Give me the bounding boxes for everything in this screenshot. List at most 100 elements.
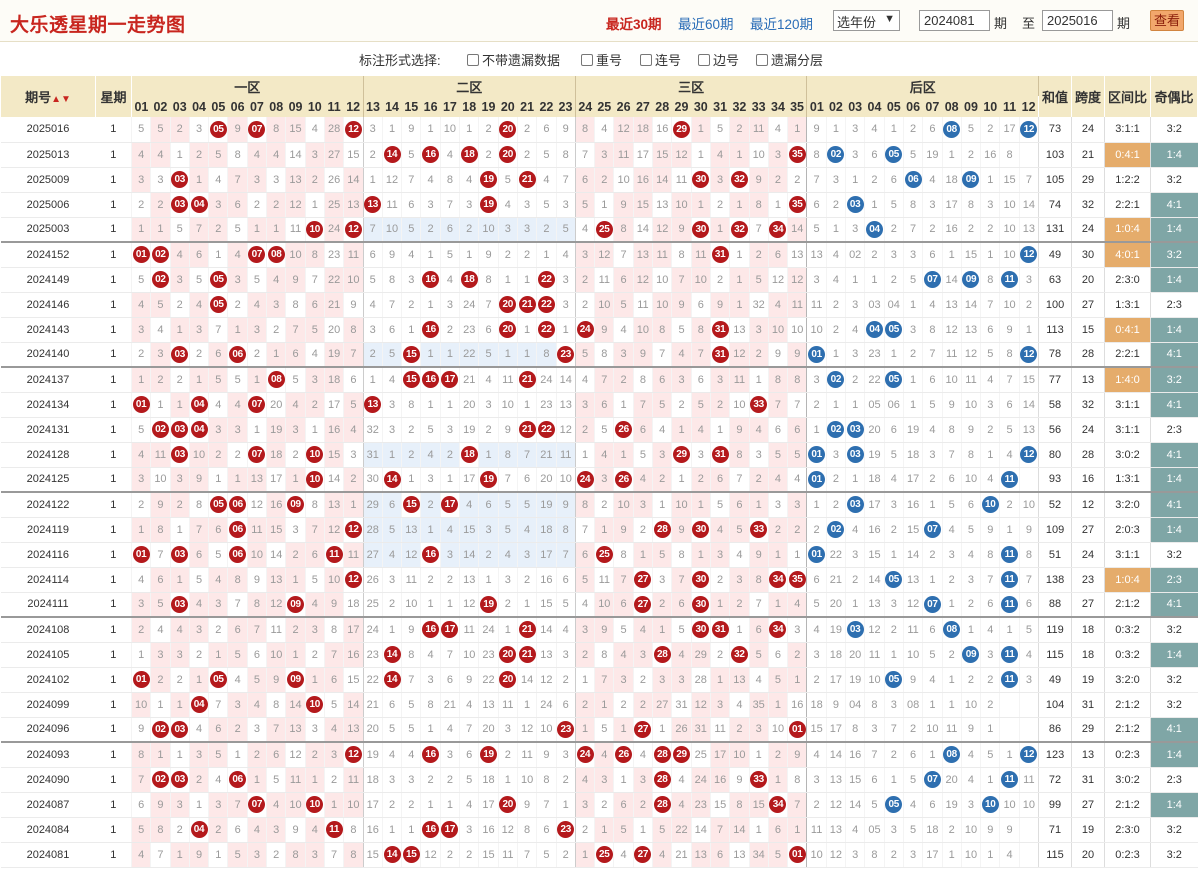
drawn-front-ball: 19 (480, 470, 497, 488)
checkbox[interactable] (640, 54, 652, 66)
number-cell: 8 (729, 792, 750, 818)
number-cell: 4 (150, 317, 171, 343)
number-cell: 1 (227, 317, 248, 343)
back-number-cell: 3 (883, 592, 904, 618)
option-omission-layer[interactable]: 遗漏分层 (756, 50, 823, 69)
sort-icon[interactable]: ▲▼ (51, 94, 71, 105)
number-cell: 5 (208, 366, 228, 393)
year-select[interactable]: 选年份 ▼ (833, 10, 900, 31)
drawn-front-ball: 31 (711, 446, 729, 463)
number-cell: 3 (246, 842, 267, 868)
back-number-cell: 19 (902, 417, 923, 443)
span-cell: 24 (1071, 117, 1105, 143)
number-cell: 6 (227, 817, 248, 843)
number-cell: 2 (169, 667, 190, 693)
number-cell: 3 (516, 542, 537, 568)
number-cell: 2 (478, 542, 499, 568)
drawn-front-ball: 06 (229, 546, 247, 563)
back-number-cell: 3 (980, 642, 1000, 668)
period-label: 期 (1117, 16, 1131, 31)
drawn-front-ball: 14 (383, 846, 401, 863)
number-cell: 2 (246, 192, 267, 218)
number-header-24: 24 (575, 96, 595, 117)
checkbox[interactable] (698, 54, 710, 66)
number-cell: 1 (420, 392, 441, 418)
back-number-cell: 14 (1018, 392, 1039, 418)
back-number-cell: 1 (941, 692, 962, 718)
number-cell: 3 (169, 267, 190, 293)
number-cell: 1 (748, 741, 769, 768)
recent-60-link[interactable]: 最近60期 (678, 17, 734, 32)
number-cell: 1 (574, 717, 595, 743)
drawn-front-ball: 17 (441, 496, 459, 514)
number-cell: 20 (497, 792, 518, 818)
back-number-cell: 14 (902, 542, 923, 568)
col-period-header[interactable]: 期号▲▼ (0, 76, 96, 117)
option-no-omission[interactable]: 不带遗漏数据 (467, 50, 560, 69)
drawn-back-ball: 07 (923, 521, 941, 538)
number-cell: 4 (459, 792, 479, 818)
number-cell: 12 (323, 517, 344, 543)
drawn-front-ball: 17 (441, 621, 459, 639)
number-cell: 2 (401, 292, 421, 318)
number-cell: 5 (748, 267, 769, 293)
recent-30-link[interactable]: 最近30期 (606, 17, 662, 32)
checkbox[interactable] (467, 54, 479, 66)
drawn-front-ball: 14 (383, 470, 401, 488)
number-cell: 3 (304, 842, 325, 868)
back-number-cell: 3 (902, 842, 923, 868)
number-cell: 16 (420, 142, 441, 168)
back-number-cell: 6 (902, 741, 923, 768)
back-number-cell: 5 (980, 342, 1000, 368)
number-cell: 3 (594, 142, 614, 168)
option-consecutive[interactable]: 连号 (640, 50, 681, 69)
number-cell: 1 (787, 817, 807, 843)
recent-120-link[interactable]: 最近120期 (750, 17, 814, 32)
number-cell: 11 (613, 142, 634, 168)
drawn-front-ball: 24 (576, 746, 594, 764)
back-number-cell: 2 (960, 667, 981, 693)
number-cell: 8 (343, 817, 364, 843)
drawn-front-ball: 28 (653, 746, 671, 764)
back-number-cell: 02 (825, 517, 846, 543)
back-number-cell: 2 (980, 667, 1000, 693)
drawn-front-ball: 04 (190, 696, 208, 713)
drawn-front-ball: 32 (730, 220, 748, 238)
number-cell: 10 (729, 741, 750, 768)
number-cell: 3 (420, 467, 441, 493)
back-number-cell: 3 (902, 241, 923, 268)
number-cell: 2 (304, 392, 325, 418)
number-cell: 2 (150, 366, 171, 393)
number-cell: 11 (266, 616, 286, 643)
number-cell: 5 (574, 342, 595, 368)
number-cell: 23 (555, 717, 576, 743)
number-cell: 34 (767, 792, 788, 818)
number-cell: 8 (516, 817, 537, 843)
number-cell: 23 (690, 792, 711, 818)
number-cell: 25 (690, 741, 711, 768)
option-repeat[interactable]: 重号 (581, 50, 622, 69)
option-edge[interactable]: 边号 (698, 50, 739, 69)
back-number-cell: 4 (902, 792, 923, 818)
period-from-input[interactable]: 2024081 (919, 10, 990, 31)
weekday-cell: 1 (95, 442, 132, 468)
odd-even-cell: 3:2 (1150, 167, 1198, 193)
table-row: 2024152 1 01 02 4 6 1 4 07 08 10 8 23 11 6 9 4 1 5 1 9 2 2 1 4 3 1… (0, 241, 1198, 268)
checkbox[interactable] (581, 54, 593, 66)
period-to-input[interactable]: 2025016 (1042, 10, 1113, 31)
number-header-25: 25 (594, 96, 614, 117)
back-number-cell: 11 (902, 616, 923, 643)
number-cell: 10 (787, 317, 807, 343)
drawn-front-ball: 18 (460, 271, 478, 288)
period-label: 期 (994, 16, 1008, 31)
number-cell: 16 (632, 167, 653, 193)
span-cell: 12 (1071, 491, 1105, 518)
odd-even-cell: 1:4 (1150, 142, 1198, 168)
number-cell: 5 (266, 767, 286, 793)
view-button[interactable]: 查看 (1150, 10, 1184, 31)
number-cell: 4 (613, 842, 634, 868)
number-cell: 8 (343, 842, 364, 868)
checkbox[interactable] (756, 54, 768, 66)
number-cell: 3 (459, 817, 479, 843)
number-cell: 5 (536, 142, 557, 168)
